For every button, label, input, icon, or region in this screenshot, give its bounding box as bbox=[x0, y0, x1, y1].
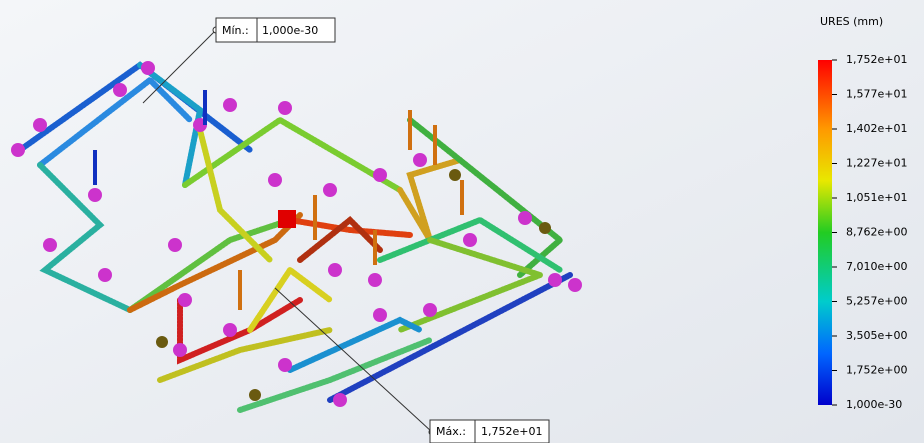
legend-label: 1,051e+01 bbox=[846, 191, 907, 204]
callout-label: Máx.: bbox=[436, 425, 466, 438]
legend-label: 1,000e-30 bbox=[846, 398, 902, 411]
legend-label: 8,762e+00 bbox=[846, 226, 907, 239]
legend-label: 1,752e+00 bbox=[846, 364, 907, 377]
callout-value: 1,752e+01 bbox=[481, 425, 542, 438]
screen: Mín.: 1,000e-30 Máx.: 1,752e+01 URES (mm… bbox=[0, 0, 924, 443]
legend-label: 3,505e+00 bbox=[846, 329, 907, 342]
legend-title: URES (mm) bbox=[820, 15, 883, 28]
legend-label: 1,752e+01 bbox=[846, 53, 907, 66]
legend-label: 7,010e+00 bbox=[846, 260, 907, 273]
legend-label: 1,577e+01 bbox=[846, 88, 907, 101]
legend-label: 1,402e+01 bbox=[846, 122, 907, 135]
callout-value: 1,000e-30 bbox=[262, 24, 318, 37]
color-bar bbox=[818, 60, 832, 405]
legend-label: 1,227e+01 bbox=[846, 157, 907, 170]
callout-label: Mín.: bbox=[222, 24, 249, 37]
legend-label: 5,257e+00 bbox=[846, 295, 907, 308]
